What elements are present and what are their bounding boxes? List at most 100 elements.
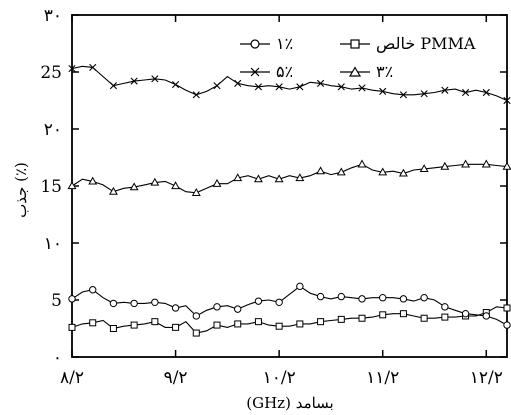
data-point — [461, 88, 470, 97]
data-point — [502, 161, 511, 170]
data-point — [109, 299, 118, 308]
legend: ۱٪ خالص PMMA ۵٪ ۳٪ — [240, 34, 476, 81]
data-point — [379, 311, 387, 319]
data-point — [503, 96, 511, 105]
data-point — [130, 77, 138, 85]
data-point — [253, 174, 263, 183]
data-point — [420, 314, 428, 322]
data-point — [254, 297, 263, 305]
data-point — [275, 322, 283, 330]
data-point — [150, 177, 160, 186]
data-point — [89, 286, 97, 294]
x-tick-label: ۹/۲ — [164, 368, 188, 388]
data-point — [234, 320, 242, 328]
x-tick-label: ۱۲/۲ — [470, 368, 503, 388]
data-point — [503, 321, 511, 329]
y-axis-ticks: ۰ 5 ۱۰ 15 ۲۰ 25 ۳۰ — [40, 6, 507, 368]
data-point — [316, 79, 325, 87]
data-point — [109, 82, 118, 90]
data-point — [481, 159, 491, 168]
y-tick-label: ۰ — [53, 348, 62, 368]
data-point — [316, 166, 326, 175]
data-point — [379, 87, 387, 95]
data-point — [337, 315, 345, 323]
data-point — [130, 321, 138, 329]
y-tick-label: ۲۰ — [44, 120, 62, 140]
data-point — [461, 309, 470, 318]
data-point — [213, 321, 221, 329]
data-point — [151, 318, 159, 326]
series-line — [71, 306, 508, 334]
legend-entry-5pct: ۵٪ — [240, 62, 293, 81]
legend-label-5pct: ۵٪ — [276, 62, 293, 81]
data-point — [296, 320, 304, 328]
data-point — [295, 173, 305, 182]
data-point — [233, 173, 243, 182]
data-point — [254, 318, 262, 326]
data-point — [68, 295, 76, 303]
y-tick-label: 25 — [40, 63, 62, 83]
series-line — [71, 163, 508, 194]
data-point — [482, 312, 490, 320]
data-point — [399, 91, 408, 99]
series-circle — [68, 282, 511, 329]
data-point — [441, 303, 449, 311]
legend-entry-1pct: ۱٪ — [240, 34, 293, 53]
data-point — [88, 176, 98, 185]
data-point — [67, 181, 77, 190]
data-point — [89, 63, 97, 72]
series-line — [71, 285, 508, 326]
x-tick-label: ۱۱/۲ — [366, 368, 399, 388]
data-point — [399, 310, 407, 318]
data-point — [461, 159, 471, 168]
series-triangle — [67, 159, 511, 196]
x-axis-ticks: ۸/۲ ۹/۲ ۱۰/۲ ۱۱/۲ ۱۲/۲ — [60, 15, 503, 388]
data-point — [337, 292, 345, 301]
x-axis-title: بسامد (GHz) — [246, 394, 333, 412]
data-point — [296, 83, 304, 91]
data-point — [275, 83, 283, 91]
data-point — [192, 329, 200, 337]
data-point — [213, 303, 221, 311]
data-point — [234, 305, 242, 313]
data-point — [68, 323, 76, 331]
data-point — [398, 168, 408, 177]
data-point — [420, 90, 428, 98]
y-axis-title: جذب (٪) — [12, 162, 30, 218]
data-point — [130, 299, 138, 308]
data-point — [171, 80, 180, 89]
data-point — [254, 83, 263, 91]
data-point — [171, 181, 181, 190]
data-point — [441, 313, 449, 321]
data-point — [379, 294, 387, 302]
x-tick-label: ۱۰/۲ — [263, 368, 296, 388]
data-point — [275, 298, 283, 306]
data-point — [129, 182, 139, 191]
data-point — [378, 167, 388, 176]
data-point — [296, 282, 304, 291]
legend-label-1pct: ۱٪ — [276, 34, 293, 53]
data-point — [420, 294, 428, 302]
data-point — [337, 83, 345, 91]
data-point — [503, 304, 511, 312]
data-point — [171, 304, 180, 312]
y-tick-label: 5 — [51, 291, 62, 311]
data-point — [172, 323, 180, 331]
data-point — [419, 164, 429, 172]
data-point — [482, 88, 490, 97]
data-point — [151, 75, 159, 83]
data-point — [89, 319, 97, 327]
series-line — [71, 65, 508, 102]
data-point — [316, 292, 325, 301]
legend-label-3pct: ۳٪ — [376, 62, 393, 81]
data-point — [358, 314, 366, 322]
data-point — [109, 325, 117, 332]
data-point — [212, 178, 222, 187]
legend-entry-pure-pmma: خالص PMMA — [340, 34, 476, 53]
data-point — [274, 174, 284, 183]
data-point — [192, 91, 200, 99]
data-point — [317, 318, 325, 326]
data-point — [441, 86, 449, 94]
y-tick-label: ۱۰ — [44, 234, 62, 254]
